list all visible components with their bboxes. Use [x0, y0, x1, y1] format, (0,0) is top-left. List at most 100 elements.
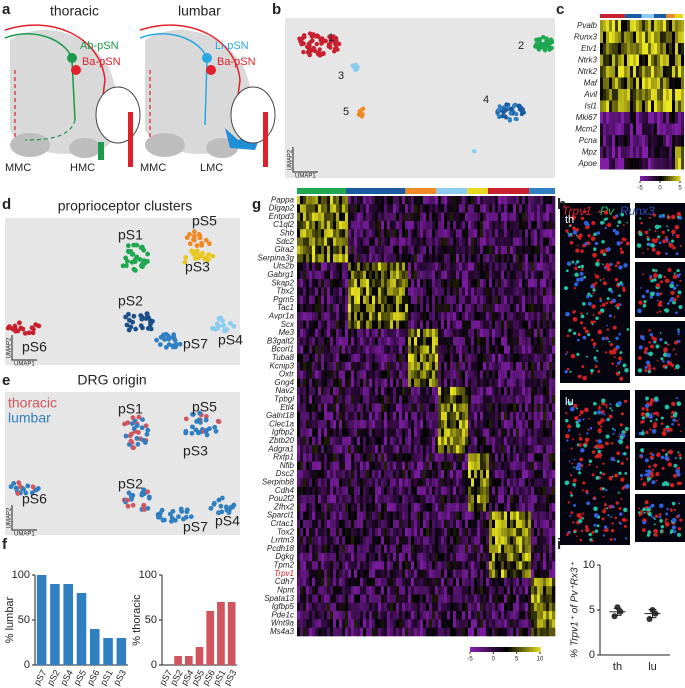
heat-cell	[342, 445, 345, 454]
heat-cell	[504, 362, 507, 371]
heat-cell	[528, 379, 531, 388]
heat-cell	[498, 213, 501, 222]
heat-cell	[423, 395, 426, 404]
heat-cell	[648, 78, 651, 90]
heat-cell	[450, 321, 453, 330]
heat-cell	[336, 553, 339, 562]
cell-point	[140, 325, 145, 330]
heat-cell	[522, 196, 525, 205]
heat-cell	[456, 387, 459, 396]
heat-cell	[465, 254, 468, 263]
heat-cell	[501, 345, 504, 354]
heat-cell	[492, 204, 495, 213]
heat-cell	[549, 404, 552, 413]
heat-cell	[642, 124, 645, 136]
heat-cell	[426, 470, 429, 479]
heat-cell	[627, 112, 630, 124]
heat-cell	[543, 221, 546, 230]
heat-cell	[510, 321, 513, 330]
heat-cell	[399, 412, 402, 421]
heat-cell	[399, 470, 402, 479]
heat-cell	[474, 561, 477, 570]
heat-cell	[339, 362, 342, 371]
heat-cell	[531, 570, 534, 579]
heat-cell	[384, 570, 387, 579]
heat-cell	[330, 520, 333, 529]
panel-title: DRG origin	[77, 372, 146, 388]
heat-cell	[546, 337, 549, 346]
heat-cell	[423, 528, 426, 537]
heat-cell	[537, 395, 540, 404]
heat-cell	[411, 304, 414, 313]
heat-cell	[297, 462, 300, 471]
heat-cell	[498, 238, 501, 247]
heat-cell	[513, 262, 516, 271]
heat-cell	[297, 262, 300, 271]
heat-cell	[663, 89, 666, 101]
heat-cell	[669, 112, 672, 124]
heat-cell	[495, 528, 498, 537]
heat-cell	[441, 387, 444, 396]
heat-cell	[342, 462, 345, 471]
heat-cell	[498, 478, 501, 487]
heat-cell	[345, 453, 348, 462]
heat-cell	[534, 511, 537, 520]
heat-cell	[312, 511, 315, 520]
heat-cell	[510, 213, 513, 222]
heat-cell	[519, 437, 522, 446]
heat-cell	[408, 561, 411, 570]
heat-cell	[516, 213, 519, 222]
heat-cell	[519, 428, 522, 437]
heat-cell	[519, 321, 522, 330]
heat-cell	[348, 520, 351, 529]
heat-cell	[336, 528, 339, 537]
heat-cell	[300, 561, 303, 570]
heat-cell	[378, 545, 381, 554]
heat-cell	[507, 511, 510, 520]
heat-cell	[501, 462, 504, 471]
heat-cell	[318, 221, 321, 230]
heat-cell	[444, 570, 447, 579]
heat-cell	[450, 354, 453, 363]
heat-cell	[327, 304, 330, 313]
heat-cell	[426, 262, 429, 271]
heat-cell	[402, 503, 405, 512]
heat-cell	[369, 238, 372, 247]
heat-cell	[522, 204, 525, 213]
heat-cell	[612, 55, 615, 67]
heat-cell	[429, 487, 432, 496]
heat-cell	[534, 337, 537, 346]
heat-cell	[366, 287, 369, 296]
heat-cell	[318, 246, 321, 255]
heat-cell	[471, 428, 474, 437]
heat-cell	[309, 404, 312, 413]
heat-cell	[483, 246, 486, 255]
heat-cell	[513, 395, 516, 404]
heat-cell	[408, 246, 411, 255]
heat-cell	[525, 553, 528, 562]
heat-cell	[543, 354, 546, 363]
heat-cell	[480, 254, 483, 263]
heat-cell	[372, 354, 375, 363]
heat-cell	[528, 370, 531, 379]
heat-cell	[414, 312, 417, 321]
heat-cell	[504, 271, 507, 280]
heat-cell	[495, 495, 498, 504]
cell-point	[220, 318, 225, 323]
heat-cell	[441, 221, 444, 230]
heat-cell	[300, 254, 303, 263]
heat-cell	[354, 379, 357, 388]
heat-cell	[390, 420, 393, 429]
cell-point	[136, 430, 141, 435]
heat-cell	[528, 321, 531, 330]
heat-cell	[375, 570, 378, 579]
heat-cell	[489, 337, 492, 346]
heat-cell	[429, 370, 432, 379]
heat-cell	[513, 238, 516, 247]
heat-cell	[351, 553, 354, 562]
heat-cell	[453, 379, 456, 388]
heat-cell	[375, 428, 378, 437]
heat-cell	[444, 196, 447, 205]
cell-point	[158, 342, 163, 347]
heat-cell	[396, 470, 399, 479]
